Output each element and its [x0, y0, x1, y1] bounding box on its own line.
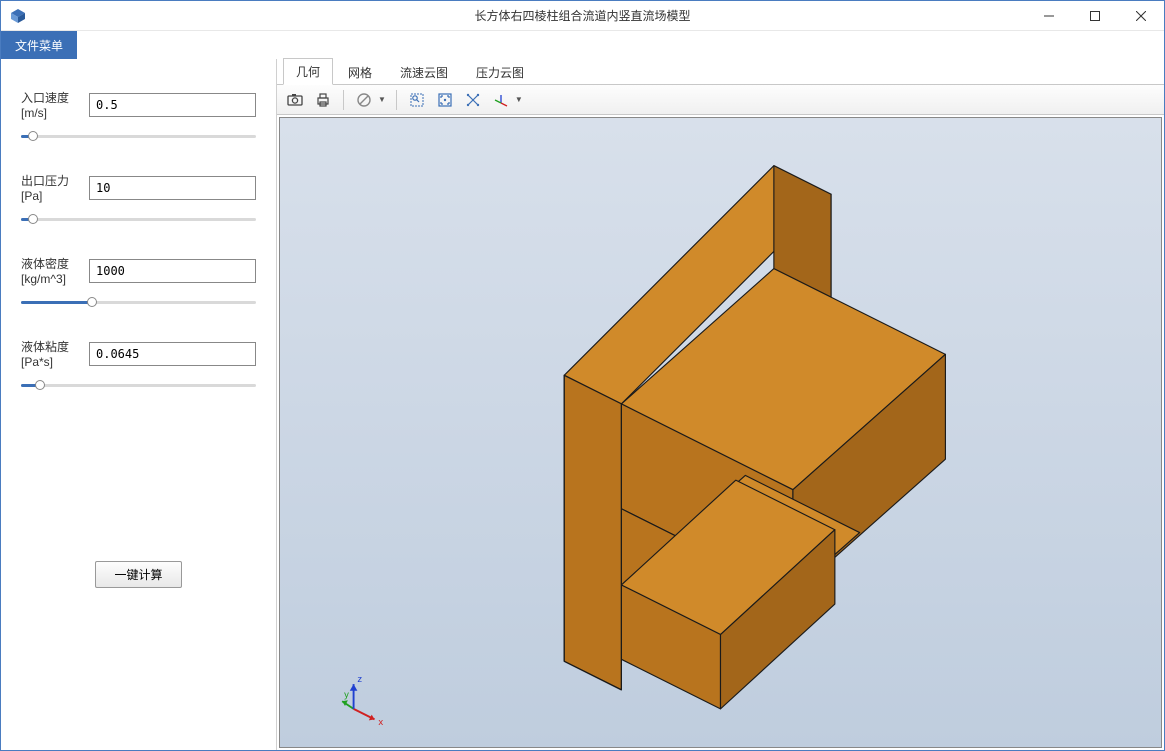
- toolbar-separator: [396, 90, 397, 110]
- main-area: 入口速度[m/s] 出口压力[Pa]: [1, 59, 1164, 750]
- param-inlet-velocity: 入口速度[m/s]: [21, 89, 256, 144]
- tabbar: 几何 网格 流速云图 压力云图: [277, 59, 1164, 85]
- orientation-triad: x y z: [342, 674, 383, 728]
- tab-pressure-contour[interactable]: 压力云图: [463, 59, 537, 85]
- axes-toggle-icon[interactable]: [461, 88, 485, 112]
- fluid-viscosity-label: 液体粘度[Pa*s]: [21, 338, 81, 369]
- app-window: 长方体右四棱柱组合流道内竖直流场模型 文件菜单 入口速度[m/s]: [0, 0, 1165, 751]
- view-toolbar: ▼: [277, 85, 1164, 115]
- inlet-velocity-input[interactable]: [89, 93, 256, 117]
- axis-x-label: x: [378, 717, 383, 728]
- fluid-density-slider[interactable]: [21, 294, 256, 310]
- print-icon[interactable]: [311, 88, 335, 112]
- param-fluid-viscosity: 液体粘度[Pa*s]: [21, 338, 256, 393]
- minimize-button[interactable]: [1026, 1, 1072, 30]
- deny-icon[interactable]: [352, 88, 376, 112]
- window-controls: [1026, 1, 1164, 30]
- fluid-viscosity-input[interactable]: [89, 342, 256, 366]
- axis-z-label: z: [357, 674, 362, 685]
- param-outlet-pressure: 出口压力[Pa]: [21, 172, 256, 227]
- deny-dropdown[interactable]: ▼: [352, 88, 388, 112]
- camera-icon[interactable]: [283, 88, 307, 112]
- outlet-pressure-slider[interactable]: [21, 211, 256, 227]
- menubar: 文件菜单: [1, 31, 1164, 59]
- window-title: 长方体右四棱柱组合流道内竖直流场模型: [1, 7, 1164, 24]
- inlet-velocity-label: 入口速度[m/s]: [21, 89, 81, 120]
- fit-icon[interactable]: [433, 88, 457, 112]
- titlebar: 长方体右四棱柱组合流道内竖直流场模型: [1, 1, 1164, 31]
- app-icon: [9, 7, 27, 25]
- toolbar-separator: [343, 90, 344, 110]
- axis-y-label: y: [344, 689, 349, 700]
- orientation-dropdown[interactable]: ▼: [489, 88, 525, 112]
- outlet-pressure-input[interactable]: [89, 176, 256, 200]
- parameter-panel: 入口速度[m/s] 出口压力[Pa]: [1, 59, 276, 750]
- maximize-button[interactable]: [1072, 1, 1118, 30]
- chevron-down-icon[interactable]: ▼: [376, 95, 388, 104]
- param-fluid-density: 液体密度[kg/m^3]: [21, 255, 256, 310]
- zoom-select-icon[interactable]: [405, 88, 429, 112]
- fluid-density-label: 液体密度[kg/m^3]: [21, 255, 81, 286]
- tab-velocity-contour[interactable]: 流速云图: [387, 59, 461, 85]
- view-area: 几何 网格 流速云图 压力云图 ▼: [276, 59, 1164, 750]
- file-menu[interactable]: 文件菜单: [1, 31, 77, 59]
- tab-geometry[interactable]: 几何: [283, 58, 333, 85]
- fluid-density-input[interactable]: [89, 259, 256, 283]
- chevron-down-icon[interactable]: ▼: [513, 95, 525, 104]
- close-button[interactable]: [1118, 1, 1164, 30]
- inlet-velocity-slider[interactable]: [21, 128, 256, 144]
- tab-mesh[interactable]: 网格: [335, 59, 385, 85]
- calculate-button[interactable]: 一键计算: [95, 561, 181, 588]
- geometry-canvas[interactable]: x y z: [279, 117, 1162, 748]
- outlet-pressure-label: 出口压力[Pa]: [21, 172, 81, 203]
- geometry-svg: x y z: [280, 118, 1161, 747]
- fluid-viscosity-slider[interactable]: [21, 377, 256, 393]
- orientation-icon[interactable]: [489, 88, 513, 112]
